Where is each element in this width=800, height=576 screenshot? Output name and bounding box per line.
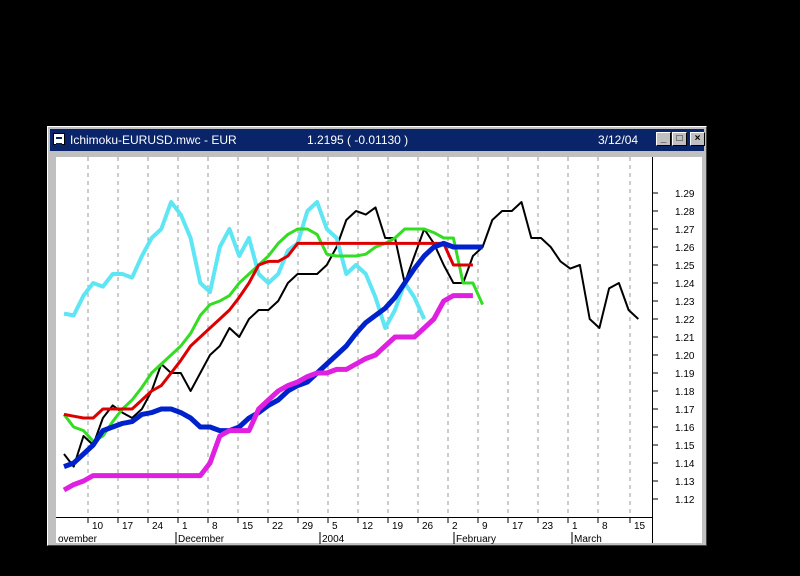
title-bar[interactable]: Ichimoku-EURUSD.mwc - EUR 1.2195 ( -0.01…	[50, 129, 705, 151]
x-tick-label: 10	[92, 521, 104, 532]
y-tick-label: 1.16	[675, 423, 695, 434]
series-line-5	[62, 293, 473, 493]
x-tick-label: 15	[634, 521, 646, 532]
plot-area[interactable]	[56, 157, 652, 517]
y-tick-label: 1.13	[675, 477, 695, 488]
month-label: ovember	[58, 534, 98, 544]
x-tick-label: 17	[512, 521, 524, 532]
y-tick-label: 1.27	[675, 225, 695, 236]
close-button[interactable]: ×	[690, 132, 705, 146]
x-tick-label: 26	[422, 521, 434, 532]
x-tick-label: 15	[242, 521, 254, 532]
price-axis-labels: 1.12 1.13 1.14 1.15 1.16 1.17 1.18 1.19 1.20 1.21…	[653, 189, 695, 506]
chart-app-icon[interactable]	[53, 133, 65, 145]
month-label: December	[178, 534, 225, 544]
series-line-2	[62, 227, 484, 443]
y-tick-label: 1.23	[675, 297, 695, 308]
y-tick-label: 1.22	[675, 315, 695, 326]
x-tick-label: 23	[542, 521, 554, 532]
x-tick-label: 1	[182, 521, 188, 532]
x-tick-label: 22	[272, 521, 284, 532]
series-line-1	[63, 200, 427, 330]
x-tick-label: 17	[122, 521, 134, 532]
y-tick-label: 1.20	[675, 351, 695, 362]
y-tick-label: 1.15	[675, 441, 695, 452]
price-chart	[62, 157, 639, 517]
date-readout: 3/12/04	[598, 133, 639, 147]
y-tick-label: 1.25	[675, 261, 695, 272]
window-title: Ichimoku-EURUSD.mwc - EUR	[70, 133, 237, 147]
x-tick-label: 9	[482, 521, 488, 532]
x-tick-label: 1	[572, 521, 578, 532]
y-tick-label: 1.26	[675, 243, 695, 254]
date-axis: 10 17 24 1 8 15 22 29 5 12 19 26 2 9 17 23 1 8 15 ovember De…	[56, 517, 652, 545]
y-tick-label: 1.14	[675, 459, 695, 470]
x-tick-label: 19	[392, 521, 404, 532]
y-tick-label: 1.29	[675, 189, 695, 200]
x-tick-label: 12	[362, 521, 374, 532]
x-tick-label: 5	[332, 521, 338, 532]
series-line-3	[63, 241, 473, 420]
x-tick-label: 29	[302, 521, 314, 532]
x-tick-label: 8	[602, 521, 608, 532]
month-label: March	[574, 534, 602, 544]
minimize-button[interactable]: _	[656, 132, 671, 146]
month-label: February	[456, 534, 496, 544]
y-tick-label: 1.21	[675, 333, 695, 344]
x-tick-label: 8	[212, 521, 218, 532]
y-tick-label: 1.17	[675, 405, 695, 416]
x-tick-label: 2	[452, 521, 458, 532]
month-label: 2004	[322, 534, 345, 544]
price-readout: 1.2195 ( -0.01130 )	[307, 133, 409, 147]
y-tick-label: 1.19	[675, 369, 695, 380]
y-tick-label: 1.28	[675, 207, 695, 218]
series-line-0	[63, 201, 639, 468]
maximize-button[interactable]: □	[672, 132, 687, 146]
x-tick-label: 24	[152, 521, 164, 532]
series-line-4	[63, 240, 483, 469]
chart-window: Ichimoku-EURUSD.mwc - EUR 1.2195 ( -0.01…	[47, 126, 707, 546]
y-tick-label: 1.12	[675, 495, 695, 506]
y-tick-label: 1.18	[675, 387, 695, 398]
price-axis: 1.12 1.13 1.14 1.15 1.16 1.17 1.18 1.19 1.20 1.21…	[652, 157, 702, 543]
y-tick-label: 1.24	[675, 279, 695, 290]
